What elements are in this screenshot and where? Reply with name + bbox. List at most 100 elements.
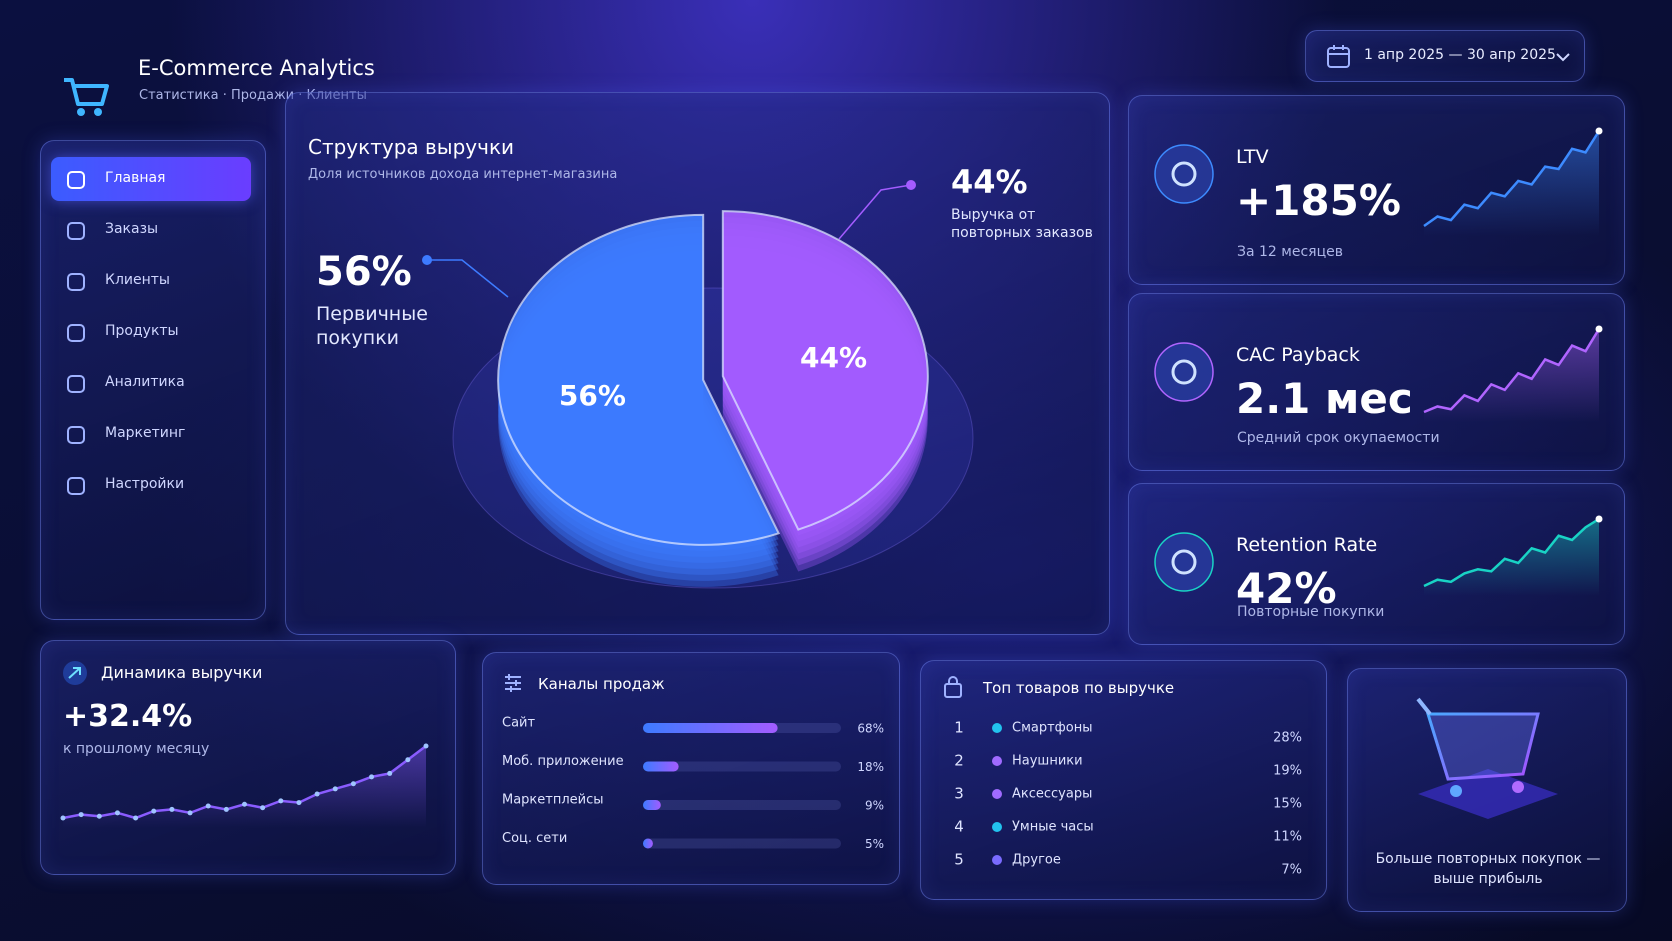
nav-icon (67, 171, 85, 189)
cart-logo (64, 78, 109, 116)
item-name: Другое (1012, 853, 1061, 868)
card-title: Топ товаров по выручке (983, 679, 1175, 697)
item-name: Смартфоны (1012, 721, 1093, 736)
nav-icon-box (65, 271, 87, 293)
item-name: Аксессуары (1012, 787, 1092, 802)
nav-icon-box (65, 373, 87, 395)
sparkline-dot (387, 770, 393, 776)
rank: 4 (954, 818, 964, 836)
rank: 2 (954, 752, 964, 770)
kpi-icon-circle (1154, 144, 1214, 204)
app-title: E-Commerce Analytics (138, 56, 375, 80)
calendar-icon (1327, 45, 1350, 68)
item-dot (992, 822, 1002, 832)
sparkline-dot (332, 786, 338, 792)
nav-icon-shape (67, 324, 85, 342)
sparkline (1423, 515, 1603, 596)
sparkline-area (1424, 329, 1599, 422)
kpi-icon (1154, 144, 1214, 204)
kpi-value: +185% (1236, 176, 1401, 225)
revenue-structure-card: Структура выручки Доля источников дохода… (285, 92, 1110, 635)
kpi-icon (1154, 342, 1214, 402)
item-value: 11% (1273, 830, 1302, 845)
callout-dot (906, 180, 916, 190)
sparkline-area (1424, 131, 1599, 236)
pie-slice (497, 213, 781, 546)
top-products-card: Топ товаров по выручке 1 Смартфоны 28% 2 Нау… (920, 660, 1327, 900)
kpi-icon-box (1154, 144, 1214, 204)
callout-value: 44% (951, 163, 1028, 201)
sparkline-dot (96, 813, 102, 819)
bar (643, 838, 653, 849)
bar-value: 18% (857, 760, 884, 774)
kpi-icon-circle (1154, 532, 1214, 592)
kpi-icon (1154, 532, 1214, 592)
nav-item[interactable]: Продукты (105, 323, 179, 339)
promo-card: Больше повторных покупок — выше прибыль (1347, 668, 1627, 912)
nav-icon (67, 222, 85, 240)
bar-value: 5% (865, 837, 884, 851)
nav-item[interactable]: Главная (105, 170, 166, 186)
kpi-caption: Средний срок окупаемости (1237, 430, 1440, 446)
date-picker[interactable]: 1 апр 2025 — 30 апр 2025 (1305, 30, 1585, 82)
bar-value: 9% (865, 799, 884, 813)
bar-chart: Сайт 68% Моб. приложение 18% Маркетплейсы 9% С… (502, 716, 884, 852)
bar-track (643, 838, 841, 849)
sparkline-dot (242, 801, 247, 807)
card-title: Каналы продаж (538, 675, 665, 693)
slice-label: 44% (800, 341, 867, 374)
nav-item[interactable]: Клиенты (105, 272, 170, 288)
chevron (1556, 53, 1570, 62)
nav-icon-shape (67, 375, 85, 393)
sparkline (1423, 127, 1603, 236)
kpi-caption: Повторные покупки (1237, 604, 1385, 620)
sparkline-dot (151, 808, 157, 814)
sparkline-dot (278, 798, 284, 804)
kpi-value: 42% (1236, 564, 1337, 613)
nav-icon (67, 477, 85, 495)
bar-value: 68% (857, 722, 884, 736)
pie-slice (721, 210, 929, 531)
kpi-icon-inner (1171, 359, 1197, 385)
sparkline-line (1423, 517, 1600, 588)
bar-label: Сайт (502, 716, 535, 731)
nav-item[interactable]: Заказы (105, 221, 159, 237)
nav-icon (67, 375, 85, 393)
sparkline-area (1424, 519, 1599, 596)
sparkline-dot (78, 812, 84, 818)
kpi-icon-box (1154, 532, 1214, 592)
bar (643, 761, 679, 772)
nav-icon-box (65, 322, 87, 344)
sidebar: Главная Заказы Клиенты Продукты Аналитика Мар… (40, 140, 266, 620)
promo-text: Больше повторных покупок — выше прибыль (1375, 851, 1601, 887)
kpi-icon-inner (1171, 161, 1197, 187)
sparkline (60, 743, 429, 828)
pie-chart: 44% 56% (422, 180, 974, 589)
bag-icon (944, 676, 962, 698)
nav-icon-shape (67, 273, 85, 291)
kpi-title: Retention Rate (1236, 534, 1378, 556)
nav-item[interactable]: Аналитика (105, 374, 185, 390)
sparkline-dot (369, 774, 375, 780)
sparkline-line (1423, 130, 1601, 228)
rank: 5 (954, 851, 964, 869)
nav-item[interactable]: Настройки (105, 476, 185, 492)
item-name: Умные часы (1012, 820, 1094, 835)
item-dot (992, 789, 1002, 799)
sparkline-dot (350, 781, 356, 787)
kpi-title: LTV (1236, 146, 1269, 168)
card-title: Структура выручки (308, 135, 515, 159)
nav-item[interactable]: Маркетинг (105, 425, 186, 441)
callout-label: Первичные покупки (316, 303, 428, 349)
nav-icon-shape (67, 477, 85, 495)
revenue-dynamics-card: Динамика выручки +32.4% к прошлому месяц… (40, 640, 456, 875)
nav-icon (67, 273, 85, 291)
cart-illustration (1416, 697, 1558, 819)
sparkline-end (1595, 515, 1603, 523)
sparkline-dot (314, 791, 320, 797)
date-range: 1 апр 2025 — 30 апр 2025 (1364, 47, 1556, 63)
sparkline-dot (114, 810, 120, 816)
callout-line (838, 184, 912, 240)
callout-label: Выручка от повторных заказов (951, 207, 1093, 241)
item-name: Наушники (1012, 754, 1083, 769)
